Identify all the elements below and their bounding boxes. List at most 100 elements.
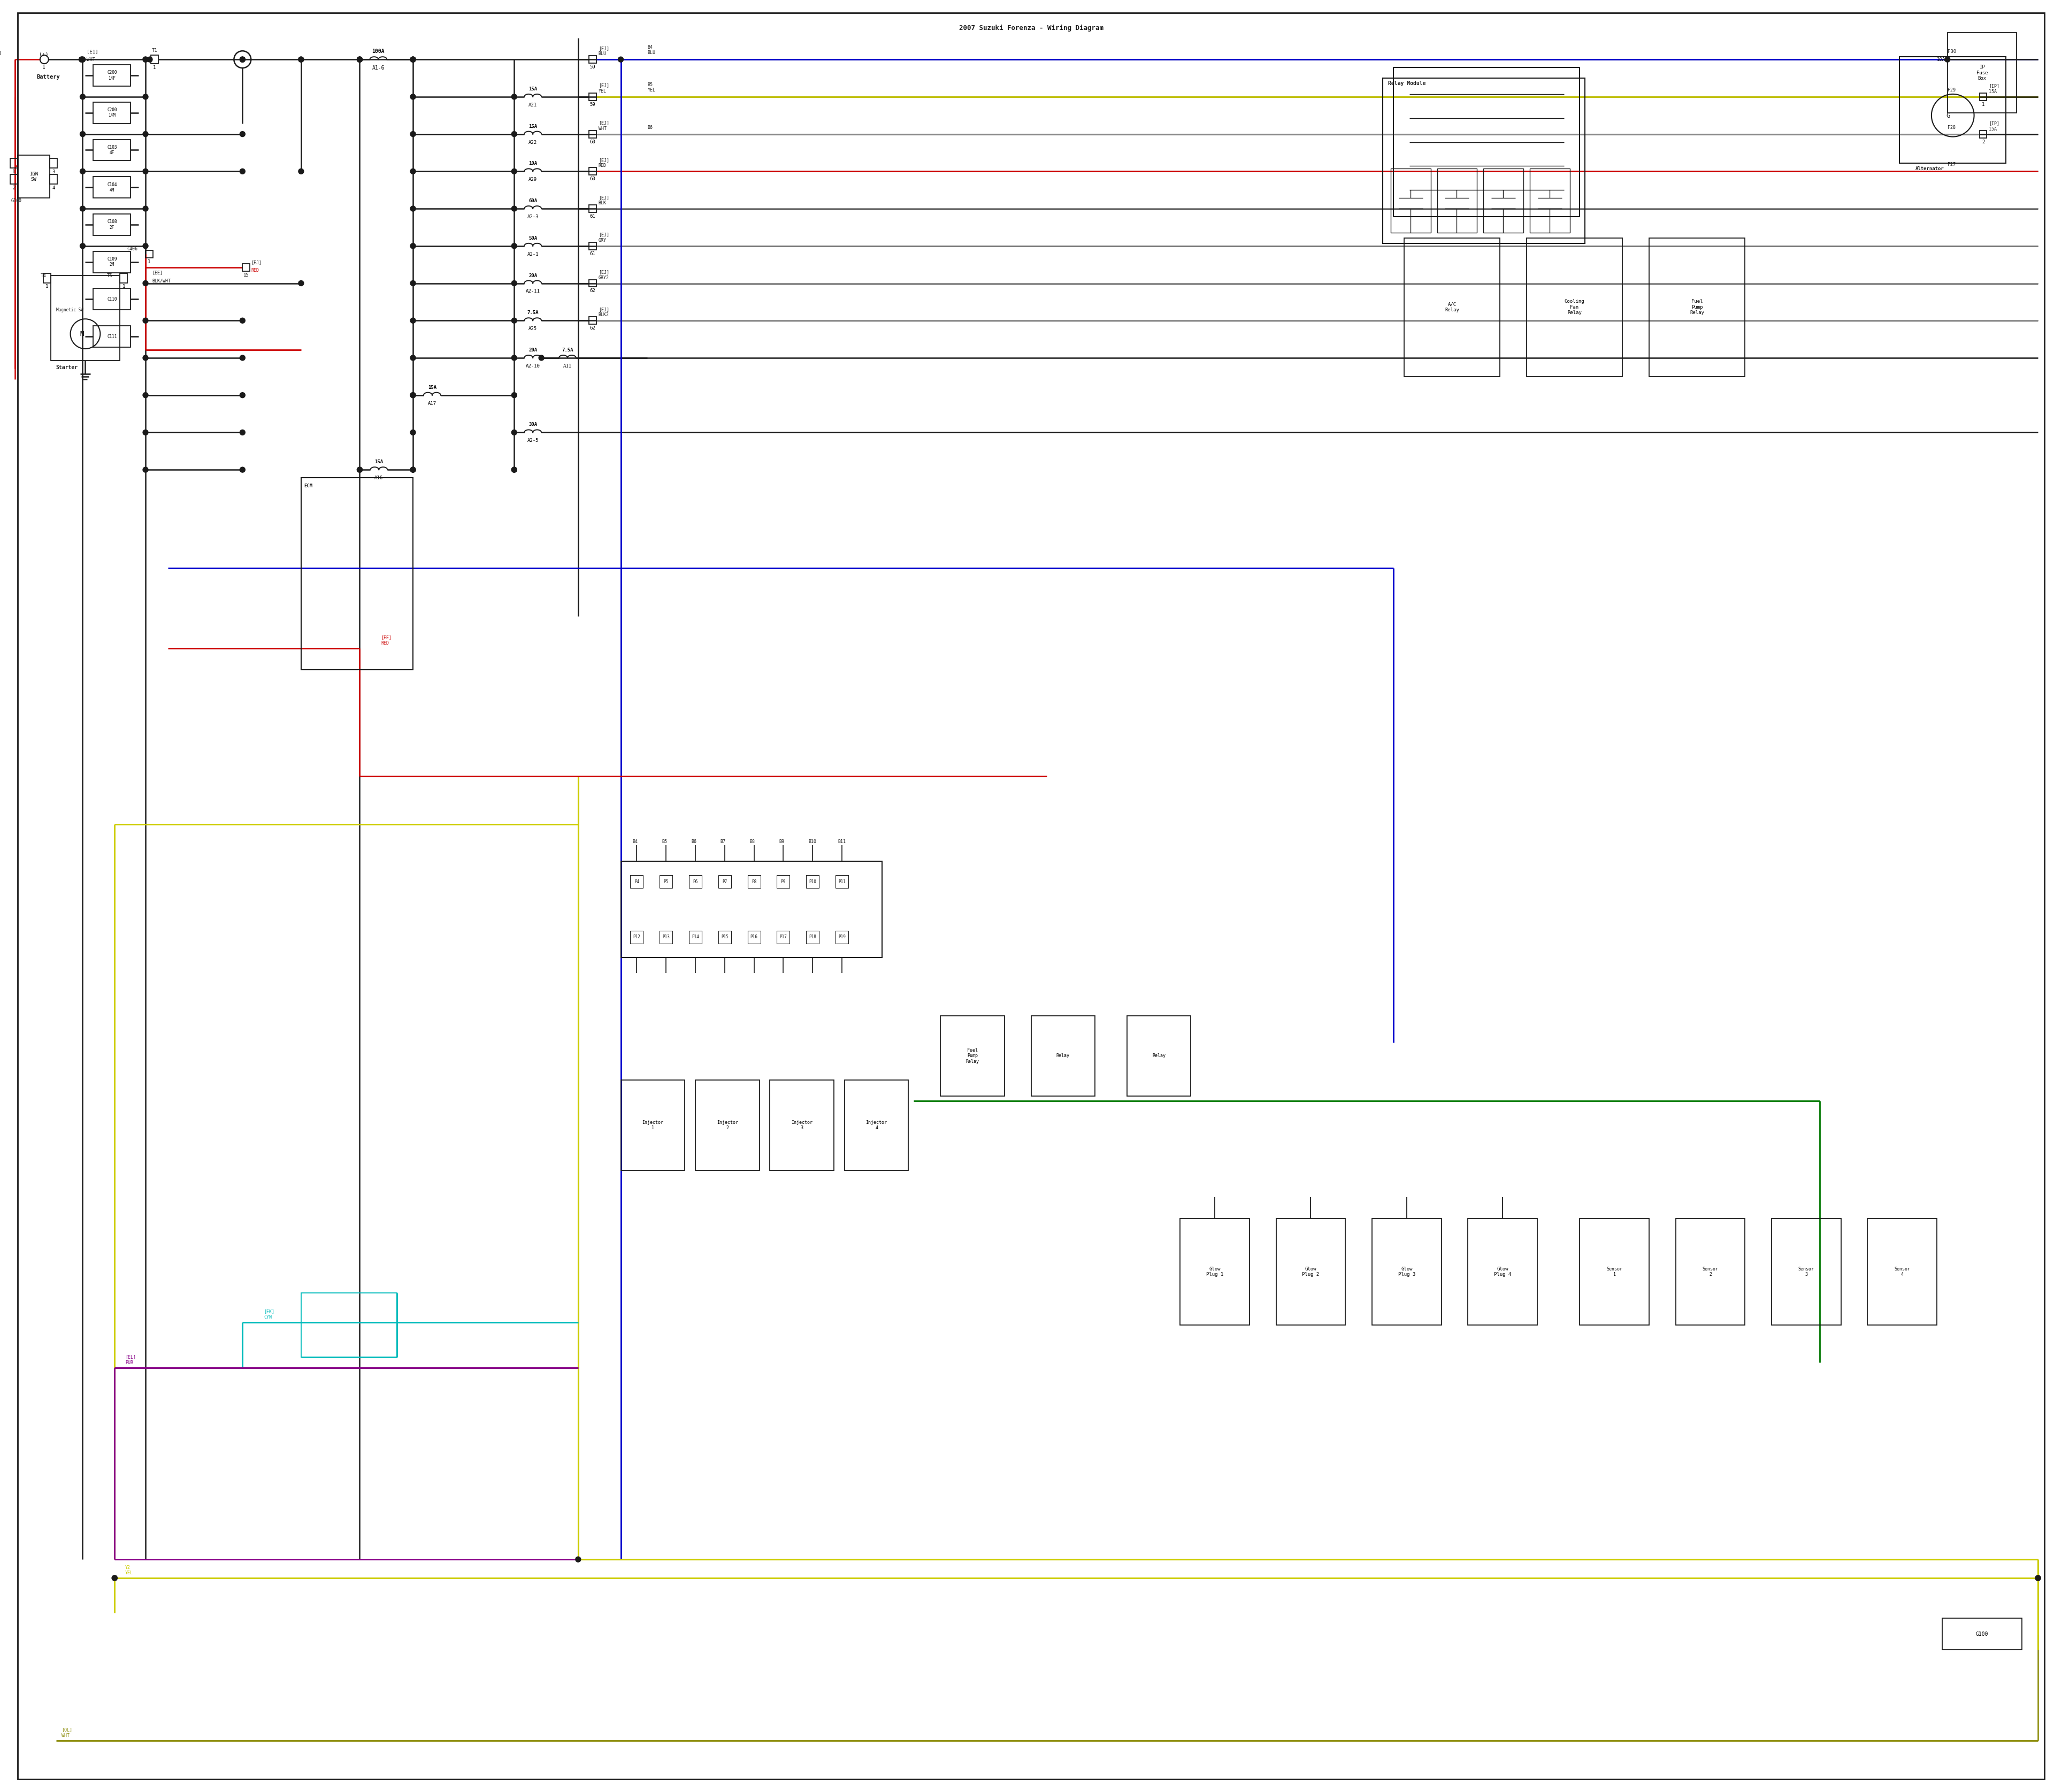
Circle shape: [357, 468, 362, 473]
Circle shape: [144, 57, 148, 63]
Text: 1: 1: [12, 170, 14, 174]
Text: Injector
1: Injector 1: [643, 1120, 663, 1131]
Text: Sensor
2: Sensor 2: [1703, 1267, 1719, 1278]
Text: P15: P15: [721, 935, 729, 939]
Bar: [302, 478, 413, 670]
Text: F27: F27: [1947, 163, 1955, 167]
Circle shape: [511, 95, 518, 99]
Bar: [805, 874, 820, 889]
Circle shape: [411, 468, 415, 473]
Text: Alternator: Alternator: [1916, 167, 1945, 172]
Text: 1: 1: [1982, 102, 1984, 108]
Circle shape: [78, 57, 84, 63]
Bar: [302, 1294, 396, 1357]
Text: B9: B9: [778, 839, 785, 844]
Bar: [1382, 79, 1586, 244]
Circle shape: [357, 57, 362, 63]
Text: Starter: Starter: [55, 366, 78, 371]
Text: B4: B4: [633, 839, 639, 844]
Text: [EE]
RED: [EE] RED: [380, 634, 392, 645]
Circle shape: [144, 206, 148, 211]
Bar: [1530, 168, 1569, 233]
Circle shape: [111, 1575, 117, 1581]
Text: A25: A25: [528, 326, 538, 332]
Bar: [92, 65, 131, 86]
Text: P7: P7: [723, 880, 727, 883]
Text: 1: 1: [154, 65, 156, 70]
Text: 62: 62: [589, 289, 596, 294]
Text: A2-3: A2-3: [528, 215, 538, 219]
Circle shape: [411, 168, 415, 174]
Circle shape: [511, 317, 518, 323]
Bar: [242, 263, 251, 271]
Text: A2-1: A2-1: [528, 253, 538, 256]
Text: C200
14M: C200 14M: [107, 108, 117, 118]
Circle shape: [2036, 1575, 2042, 1581]
Text: P8: P8: [752, 880, 756, 883]
Bar: [1391, 168, 1432, 233]
Text: Fuel
Pump
Relay: Fuel Pump Relay: [1690, 299, 1705, 315]
Text: P11: P11: [838, 880, 846, 883]
Text: A22: A22: [528, 140, 538, 145]
Circle shape: [511, 206, 518, 211]
Circle shape: [298, 57, 304, 63]
Text: 2: 2: [1982, 140, 1984, 143]
Text: C111: C111: [107, 333, 117, 339]
Text: C104
4M: C104 4M: [107, 183, 117, 192]
Text: Glow
Plug 4: Glow Plug 4: [1493, 1267, 1512, 1278]
Bar: [836, 930, 848, 943]
Text: Magnetic SW: Magnetic SW: [55, 308, 84, 312]
Text: Glow
Plug 1: Glow Plug 1: [1206, 1267, 1224, 1278]
Text: 1: 1: [43, 65, 45, 70]
Bar: [688, 930, 702, 943]
Text: A2-11: A2-11: [526, 289, 540, 294]
Circle shape: [411, 244, 415, 249]
Text: M: M: [80, 332, 84, 337]
Circle shape: [411, 57, 415, 63]
Bar: [1943, 1618, 2021, 1650]
Text: 100A: 100A: [372, 48, 384, 54]
Circle shape: [148, 57, 152, 63]
Text: [EJ]
WHT: [EJ] WHT: [598, 120, 610, 131]
Text: [EE]: [EE]: [152, 271, 162, 276]
Text: 15A: 15A: [374, 459, 384, 464]
Bar: [10, 158, 18, 168]
Circle shape: [144, 168, 148, 174]
Text: 1: 1: [123, 285, 125, 289]
Bar: [589, 168, 596, 176]
Circle shape: [411, 468, 415, 473]
Text: 20A: 20A: [528, 272, 538, 278]
Text: P12: P12: [633, 935, 641, 939]
Bar: [49, 174, 58, 185]
Text: 50A: 50A: [528, 237, 538, 240]
Circle shape: [144, 468, 148, 473]
Bar: [620, 1081, 684, 1170]
Text: IGN
SW: IGN SW: [29, 172, 37, 181]
Text: [EJ]
RED: [EJ] RED: [598, 158, 610, 168]
Text: T1: T1: [152, 48, 158, 54]
Bar: [1469, 1219, 1536, 1324]
Text: ECM: ECM: [304, 484, 312, 489]
Text: B10: B10: [809, 839, 815, 844]
Text: P10: P10: [809, 880, 815, 883]
Circle shape: [144, 430, 148, 435]
Text: 60A: 60A: [528, 199, 538, 202]
Circle shape: [144, 57, 148, 63]
Bar: [119, 272, 127, 283]
Bar: [92, 102, 131, 124]
Text: Injector
2: Injector 2: [717, 1120, 737, 1131]
Text: A29: A29: [528, 177, 538, 183]
Bar: [92, 289, 131, 310]
Text: F30: F30: [1947, 50, 1955, 54]
Circle shape: [575, 1557, 581, 1563]
Text: Glow
Plug 2: Glow Plug 2: [1302, 1267, 1319, 1278]
Text: 62: 62: [589, 326, 596, 332]
Circle shape: [298, 281, 304, 287]
Bar: [776, 874, 789, 889]
Bar: [836, 874, 848, 889]
Circle shape: [411, 392, 415, 398]
Bar: [620, 862, 881, 957]
Text: 61: 61: [589, 251, 596, 256]
Circle shape: [111, 1575, 117, 1581]
Circle shape: [240, 57, 244, 63]
